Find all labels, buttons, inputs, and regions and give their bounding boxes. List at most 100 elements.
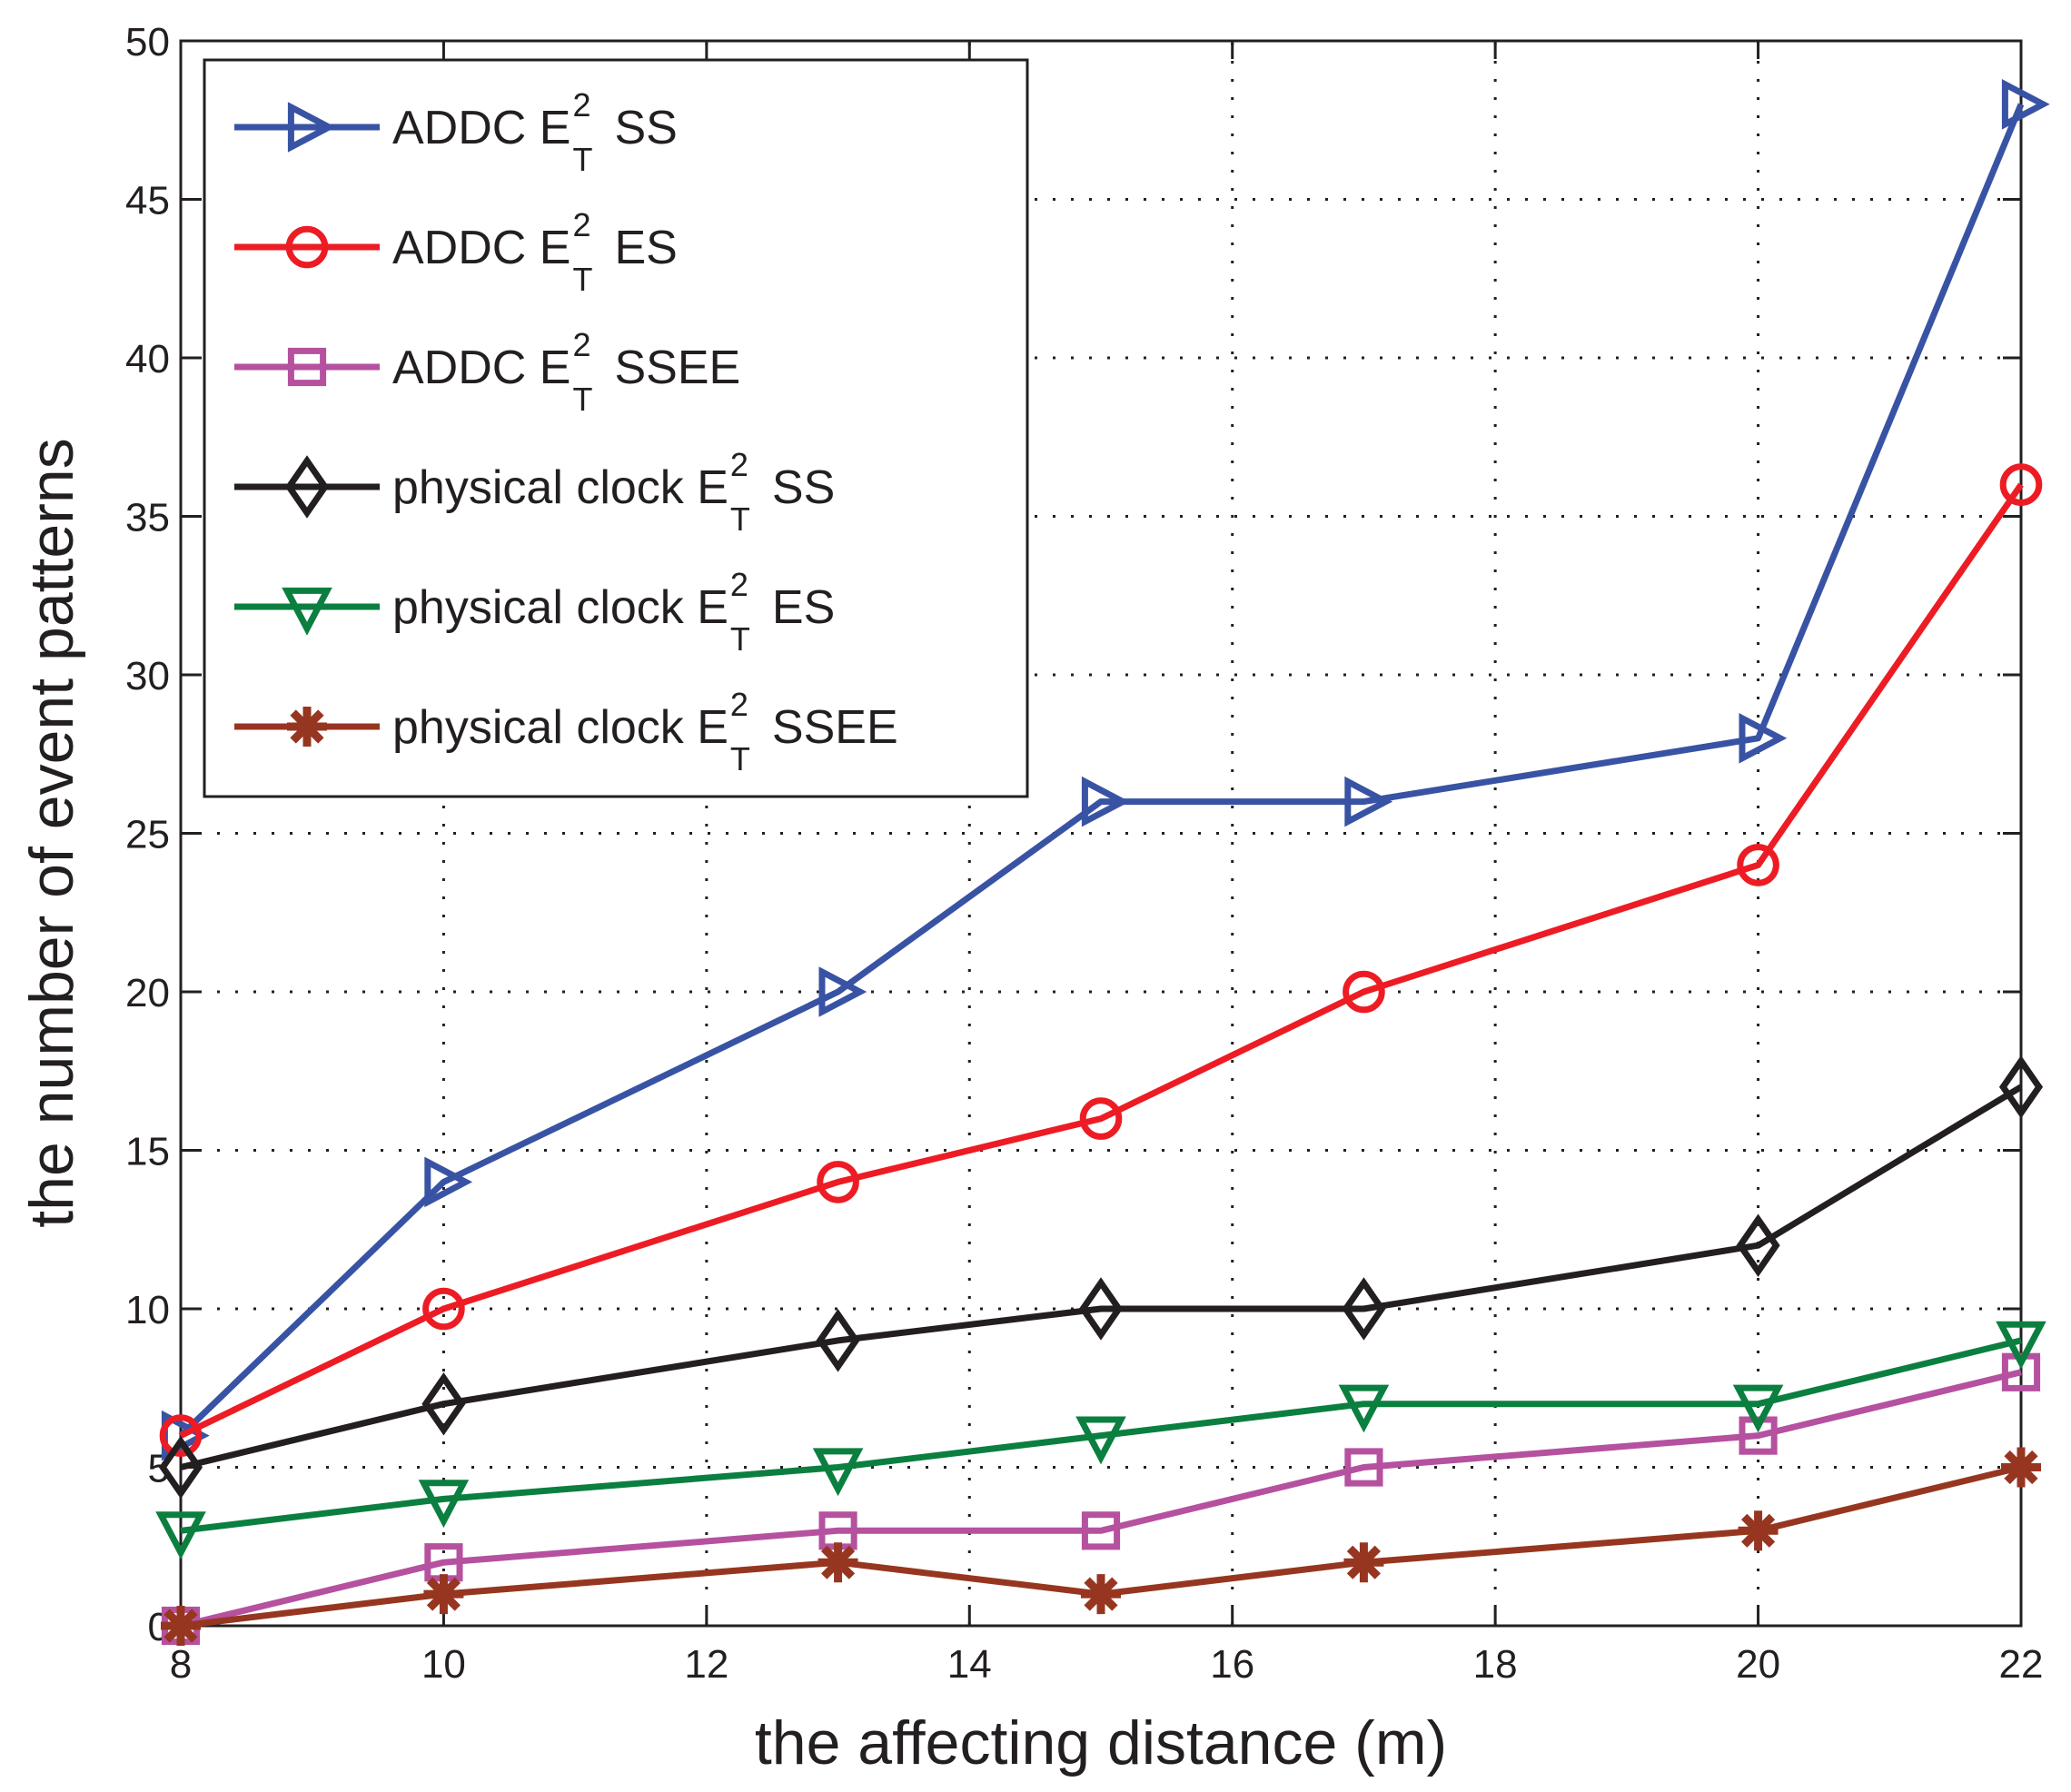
diamond-marker (158, 1435, 203, 1500)
x-tick-label: 8 (170, 1642, 192, 1687)
triangle-down-marker (812, 1448, 864, 1497)
legend-item: physical clock E 2 T SSEE (234, 686, 898, 777)
legend-label-subscript: T (730, 740, 750, 777)
triangle-right-marker (1081, 776, 1130, 827)
plot-frame (179, 39, 2023, 1628)
legend-label-prefix: ADDC E (392, 222, 570, 274)
triangle-down-marker (418, 1480, 470, 1529)
diamond-marker (816, 1309, 860, 1372)
series-physical-clock-e-t-2-ssee (161, 1447, 2041, 1646)
series-line (178, 103, 2025, 1439)
legend-label-prefix: physical clock E (392, 461, 728, 514)
series-physical-clock-e-t-2-ss (158, 1054, 2044, 1500)
x-tick-label: 20 (1736, 1642, 1780, 1687)
series-addc-e-t-2-es (159, 463, 2043, 1457)
legend-label-superscript: 2 (730, 446, 748, 483)
legend-label-suffix: SSEE (772, 701, 898, 754)
legend-label: physical clock E (392, 581, 728, 634)
asterisk-marker (1081, 1574, 1121, 1615)
triangle-right-marker (1739, 713, 1788, 764)
triangle-down-marker (1338, 1384, 1390, 1433)
circle-marker (1737, 844, 1779, 886)
x-tick-label: 12 (684, 1642, 728, 1687)
legend-label-prefix: ADDC E (392, 102, 570, 154)
x-tick-label: 22 (1999, 1642, 2044, 1687)
legend-label-prefix: physical clock E (392, 701, 728, 754)
asterisk-marker (2001, 1447, 2041, 1488)
legend-label-suffix: SSEE (614, 342, 740, 394)
legend-label: ADDC E (392, 102, 570, 154)
legend-label-superscript: 2 (572, 326, 590, 363)
legend-label-superscript: 2 (572, 206, 590, 243)
legend-label: physical clock E (392, 461, 728, 514)
y-tick-label: 20 (125, 971, 170, 1015)
x-tick-label: 10 (421, 1642, 466, 1687)
legend-label: ADDC E (392, 222, 570, 274)
legend-label-superscript: 2 (572, 86, 590, 124)
legend-label-subscript: T (572, 261, 592, 298)
legend-label-suffix: ES (772, 581, 835, 634)
series-physical-clock-e-t-2-es (155, 1321, 2046, 1560)
legend-label-suffix: SS (614, 102, 677, 154)
legend-label: ADDC E (392, 342, 570, 394)
circle-marker (422, 1287, 465, 1331)
y-tick-label: 50 (125, 20, 170, 64)
y-tick-label: 25 (125, 813, 170, 857)
triangle-down-marker (155, 1511, 206, 1560)
diamond-marker (421, 1371, 466, 1436)
legend-label-suffix: ES (614, 222, 677, 274)
y-tick-label: 10 (125, 1288, 170, 1332)
series-line (180, 1084, 2023, 1470)
y-tick-label: 30 (125, 654, 170, 698)
asterisk-stroke (1346, 1545, 1382, 1579)
circle-marker (817, 1161, 859, 1203)
legend-item: physical clock E 2 T ES (234, 566, 835, 658)
legend-label-superscript: 2 (730, 686, 748, 723)
triangle-right-marker (818, 966, 867, 1017)
circle-marker (1999, 463, 2043, 506)
legend-label-superscript: 2 (730, 566, 748, 603)
circle-marker (1079, 1097, 1123, 1140)
series-line (179, 482, 2024, 1439)
diamond-marker (284, 455, 330, 519)
diamond-marker (1998, 1054, 2044, 1119)
y-axis-label: the number of event patterns (17, 438, 86, 1227)
y-tick-label: 15 (125, 1130, 170, 1174)
legend-label-suffix: SS (772, 461, 835, 514)
asterisk-marker (287, 707, 327, 747)
triangle-down-marker (1732, 1384, 1784, 1433)
diamond-marker (1342, 1277, 1386, 1341)
legend-item: physical clock E 2 T SS (234, 446, 835, 538)
asterisk-stroke (2004, 1450, 2038, 1485)
series-group (155, 79, 2050, 1646)
triangle-right-marker (1344, 776, 1393, 827)
legend-label: physical clock E (392, 701, 728, 754)
legend-label-subscript: T (572, 381, 592, 418)
legend-label-prefix: physical clock E (392, 581, 728, 634)
triangle-right-marker (424, 1156, 473, 1208)
triangle-down-marker (282, 587, 332, 636)
triangle-down-marker (1996, 1321, 2046, 1370)
asterisk-stroke (1740, 1513, 1776, 1548)
triangle-right-marker (287, 102, 336, 153)
legend-item: ADDC E 2 T SSEE (234, 326, 740, 418)
x-tick-label: 14 (947, 1642, 992, 1687)
asterisk-stroke (820, 1545, 856, 1579)
x-tick-label: 18 (1473, 1642, 1518, 1687)
asterisk-marker (1343, 1542, 1384, 1583)
triangle-right-marker (2001, 79, 2050, 130)
diamond-marker (1078, 1277, 1124, 1341)
asterisk-marker (161, 1606, 201, 1646)
asterisk-stroke (1084, 1577, 1118, 1611)
square-marker (1081, 1511, 1121, 1550)
legend-box (203, 58, 1029, 798)
x-tick-label: 16 (1210, 1642, 1254, 1687)
asterisk-stroke (290, 709, 324, 744)
legend-label-subscript: T (730, 620, 750, 658)
legend-label-subscript: T (572, 141, 592, 178)
series-line (180, 1369, 2022, 1629)
series-line (180, 1337, 2022, 1534)
circle-marker (285, 225, 329, 269)
